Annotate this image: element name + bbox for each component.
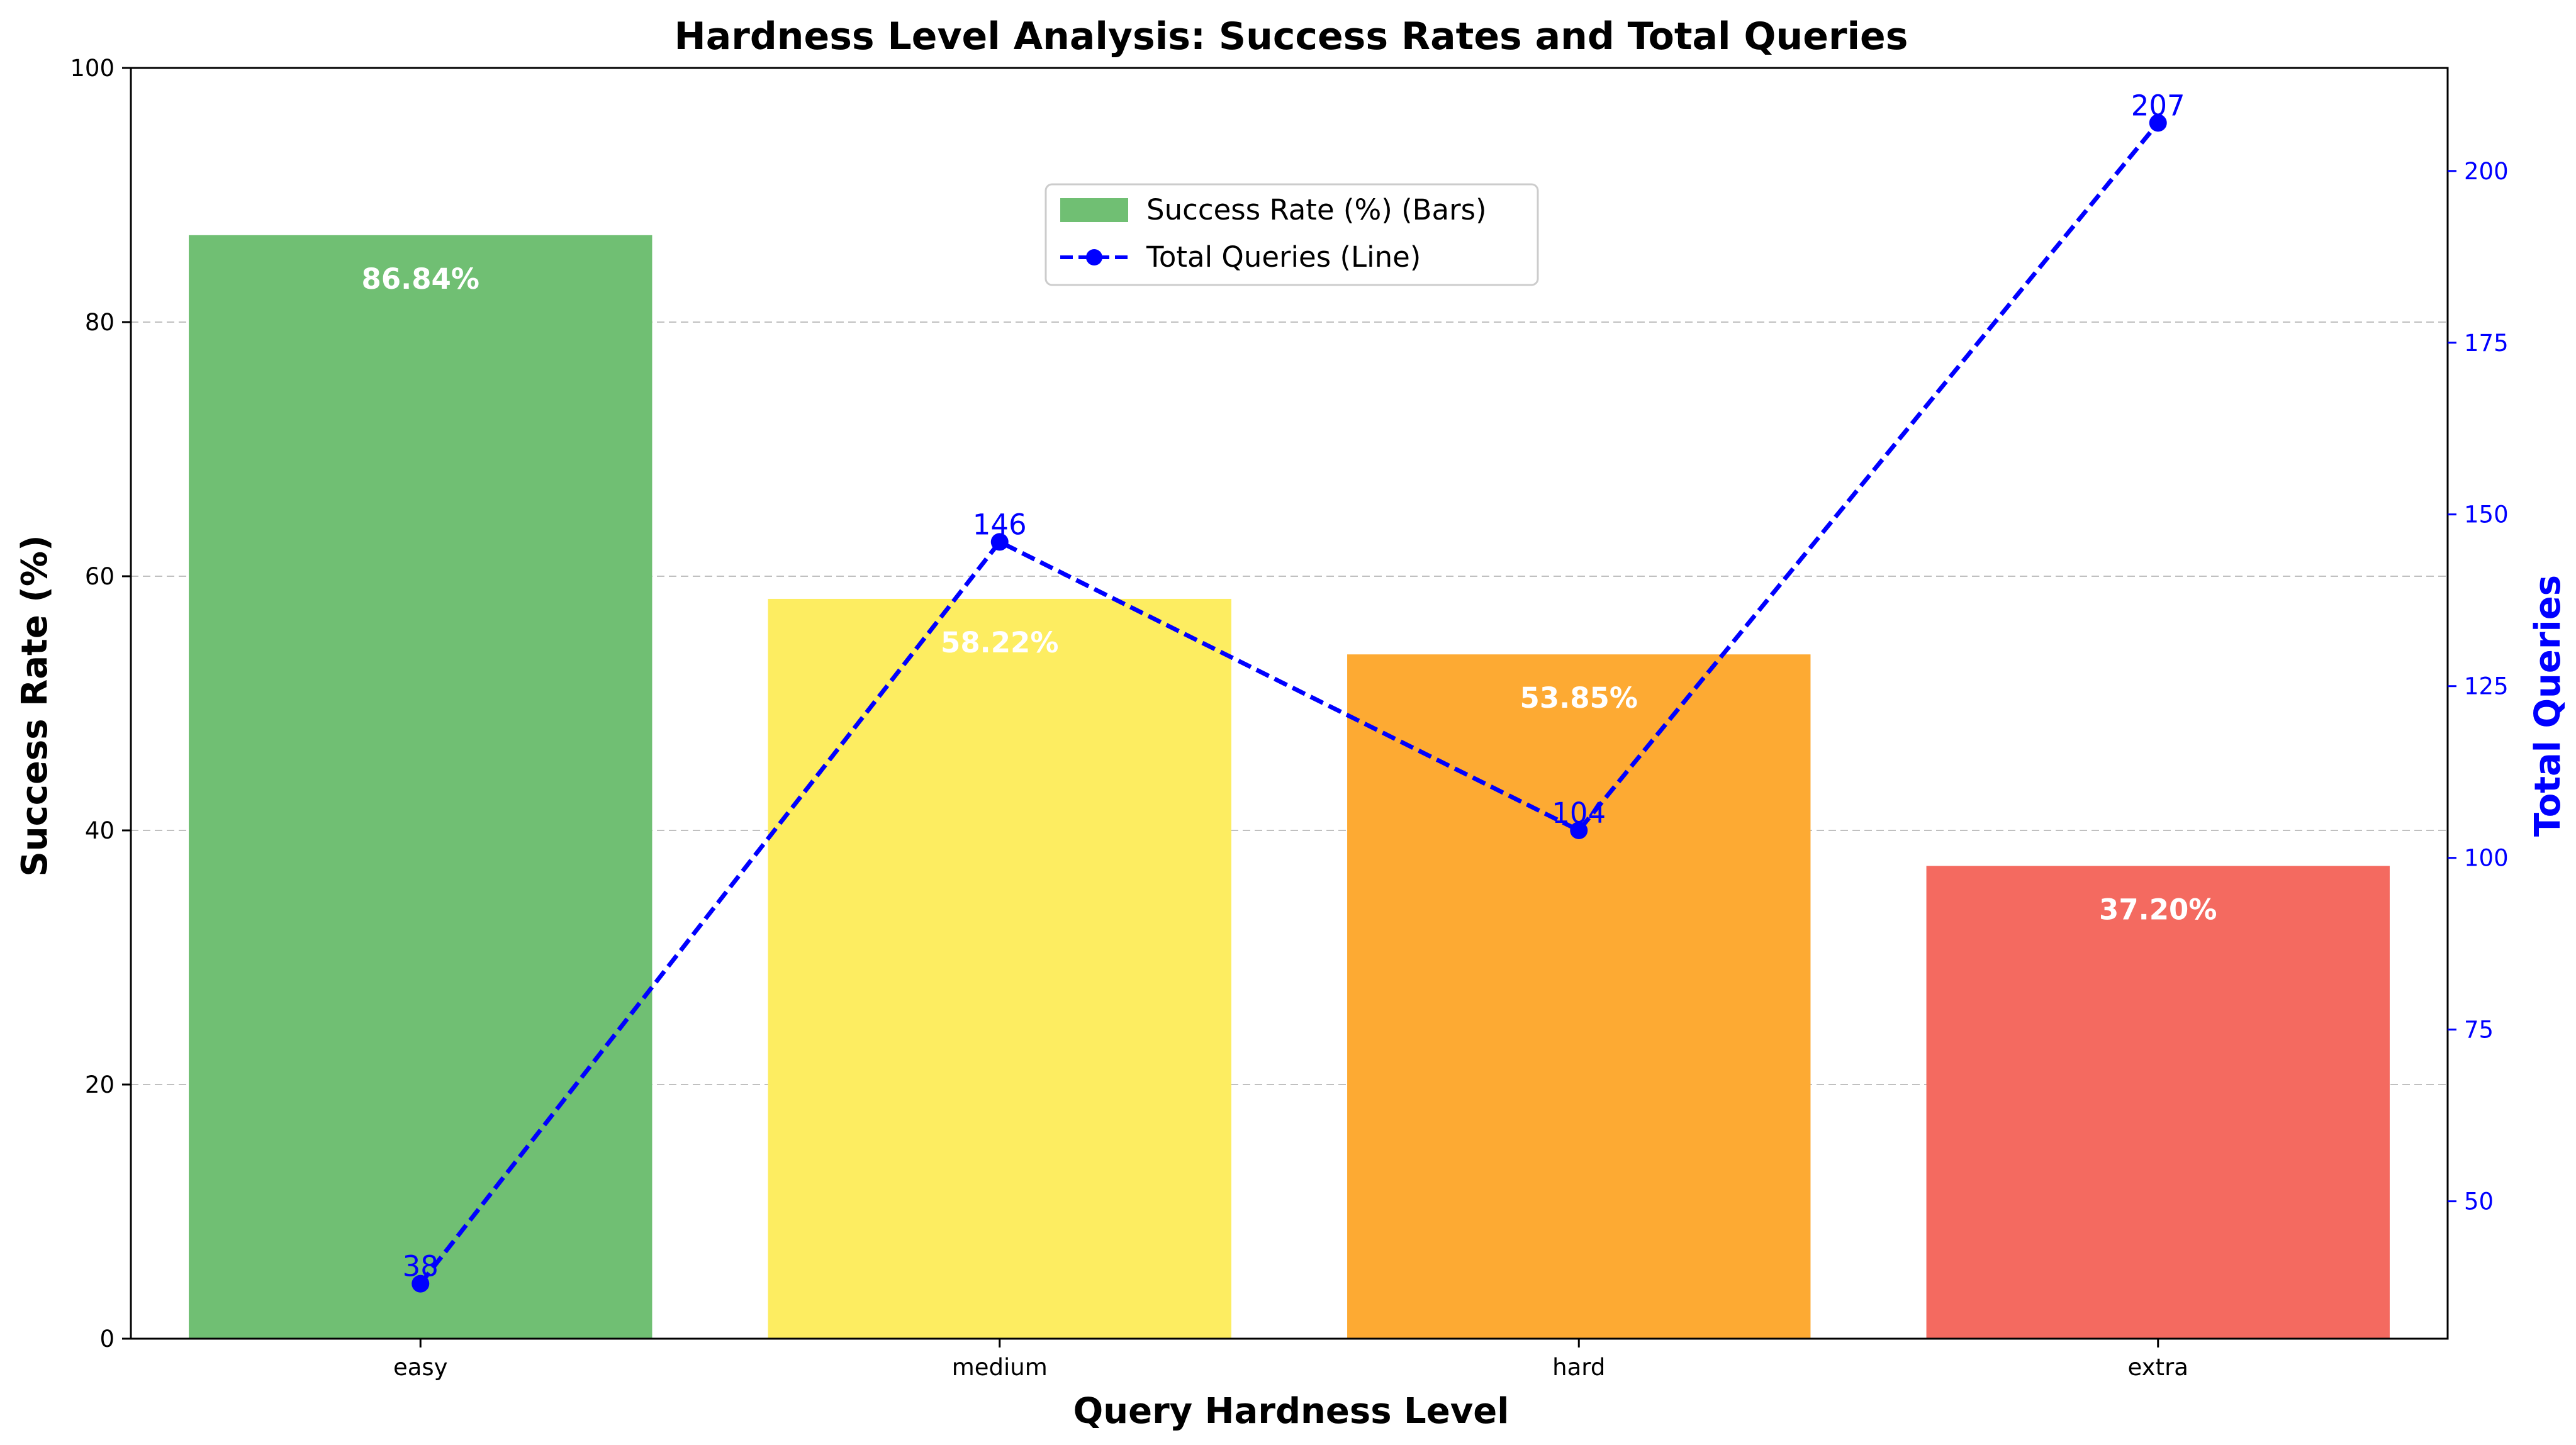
bar-hard — [1347, 654, 1811, 1339]
legend-bar-swatch — [1060, 198, 1128, 222]
line-label-extra: 207 — [2131, 89, 2185, 122]
legend-line-marker — [1086, 249, 1102, 265]
right-tick-label: 125 — [2464, 673, 2509, 700]
total-queries-line — [418, 121, 2160, 1285]
right-tick-label: 50 — [2464, 1188, 2494, 1215]
line-point-easy — [412, 1275, 430, 1293]
line-label-hard: 104 — [1552, 796, 1606, 830]
right-tick-label: 175 — [2464, 330, 2509, 357]
x-tick-label-easy: easy — [393, 1354, 448, 1381]
legend: Success Rate (%) (Bars) Total Queries (L… — [1044, 183, 1539, 286]
left-tick-label: 60 — [85, 563, 115, 590]
plot-frame — [130, 67, 2449, 1340]
left-tick-label: 100 — [70, 55, 115, 82]
right-tick-label: 200 — [2464, 158, 2509, 185]
left-tick-label: 20 — [85, 1071, 115, 1098]
left-tick-label: 40 — [85, 817, 115, 844]
bar-extra — [1926, 866, 2390, 1339]
x-axis-title: Query Hardness Level — [1073, 1391, 1509, 1432]
y2-axis-title: Total Queries — [2528, 575, 2568, 837]
legend-box — [1044, 183, 1539, 286]
left-tick-label: 80 — [85, 309, 115, 336]
x-axis-ticks: easy medium hard extra — [393, 1339, 2188, 1381]
right-tick-label: 100 — [2464, 845, 2509, 872]
line-point-hard — [1570, 822, 1588, 839]
x-tick-label-medium: medium — [952, 1354, 1048, 1381]
line-label-medium: 146 — [973, 508, 1027, 541]
bars — [189, 235, 2390, 1339]
line-point-extra — [2149, 114, 2167, 132]
bar-label-easy: 86.84% — [362, 262, 479, 296]
legend-label-total-queries: Total Queries (Line) — [1146, 240, 1421, 274]
bar-label-medium: 58.22% — [941, 626, 1058, 659]
legend-label-success-rate: Success Rate (%) (Bars) — [1146, 193, 1487, 226]
left-axis-ticks: 0 20 40 60 80 100 — [70, 55, 131, 1353]
total-queries-line-layer: 38 146 104 207 — [403, 89, 2185, 1293]
chart-title: Hardness Level Analysis: Success Rates a… — [675, 14, 1908, 59]
x-tick-label-extra: extra — [2128, 1354, 2188, 1381]
bar-easy — [189, 235, 652, 1339]
x-tick-label-hard: hard — [1552, 1354, 1605, 1381]
right-axis-ticks: 50 75 100 125 150 175 200 — [2448, 158, 2509, 1215]
bar-label-hard: 53.85% — [1520, 681, 1638, 715]
right-tick-label: 150 — [2464, 501, 2509, 528]
left-tick-label: 0 — [99, 1325, 115, 1353]
line-point-medium — [990, 533, 1009, 551]
line-label-easy: 38 — [403, 1250, 439, 1283]
bar-label-extra: 37.20% — [2099, 893, 2217, 927]
bar-medium — [768, 598, 1231, 1339]
bar-labels: 86.84% 58.22% 53.85% 37.20% — [362, 262, 2217, 927]
right-tick-label: 75 — [2464, 1017, 2494, 1044]
y-axis-title: Success Rate (%) — [14, 535, 55, 876]
